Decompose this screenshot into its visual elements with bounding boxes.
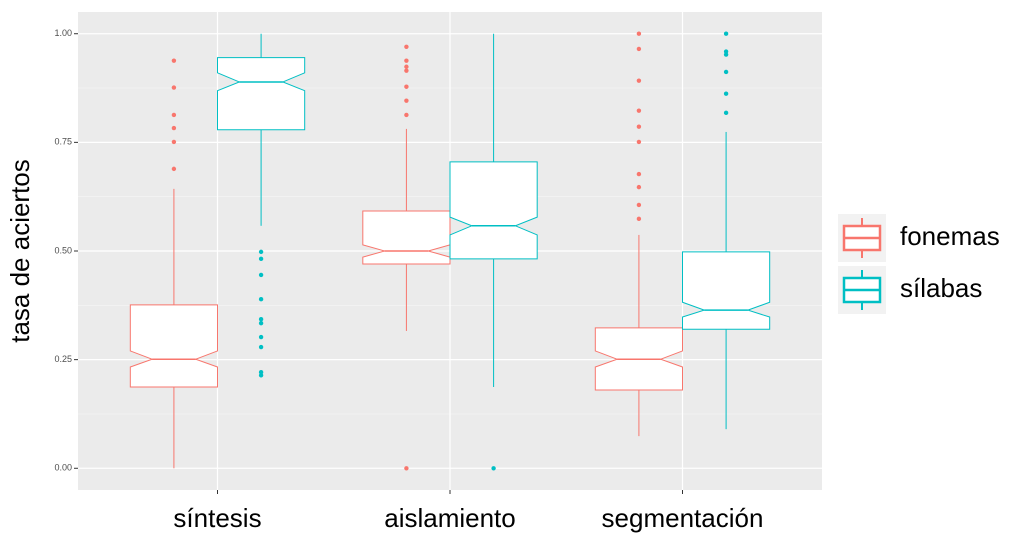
outlier [636, 216, 642, 222]
legend-label: sílabas [900, 273, 982, 303]
outlier [258, 272, 264, 278]
y-tick-label: 0.00 [54, 463, 72, 473]
outlier [636, 139, 642, 145]
outlier [404, 64, 409, 69]
outlier [404, 44, 409, 49]
x-tick-label: síntesis [173, 503, 261, 533]
y-axis-title: tasa de aciertos [5, 159, 35, 343]
outlier [171, 139, 177, 145]
x-tick-label: segmentación [602, 503, 764, 533]
outlier [171, 58, 177, 63]
outlier [404, 68, 409, 73]
outlier [636, 78, 642, 83]
outlier [171, 125, 177, 131]
legend-label: fonemas [900, 221, 1000, 251]
outlier [404, 58, 409, 63]
outlier [258, 297, 264, 302]
box [449, 161, 538, 260]
outlier [258, 334, 264, 340]
outlier [723, 110, 729, 116]
outlier [404, 466, 409, 471]
outlier [171, 112, 177, 118]
y-tick-label: 0.50 [54, 245, 72, 255]
outlier [723, 69, 729, 75]
y-tick-label: 1.00 [54, 28, 72, 38]
outlier [404, 98, 409, 103]
x-tick-label: aislamiento [384, 503, 516, 533]
outlier [258, 317, 264, 322]
box [217, 57, 306, 131]
outlier [723, 31, 729, 36]
box [362, 210, 451, 265]
outlier [636, 108, 642, 113]
outlier [723, 52, 729, 57]
outlier [636, 124, 642, 129]
outlier [636, 31, 642, 36]
outlier [258, 344, 264, 350]
outlier [723, 91, 729, 96]
outlier [404, 84, 409, 89]
outlier [258, 249, 264, 255]
outlier [636, 46, 642, 52]
outlier [258, 320, 264, 326]
outlier [404, 112, 409, 118]
box [682, 251, 771, 330]
outlier [636, 202, 642, 208]
outlier [258, 256, 264, 262]
outlier [636, 171, 642, 177]
outlier [491, 466, 496, 471]
outlier [723, 49, 729, 54]
outlier [258, 370, 264, 375]
y-tick-label: 0.75 [54, 137, 72, 147]
outlier [171, 85, 177, 90]
outlier [171, 166, 177, 172]
outlier [258, 373, 264, 378]
box [129, 304, 218, 388]
outlier [636, 184, 642, 190]
y-tick-label: 0.25 [54, 354, 72, 364]
